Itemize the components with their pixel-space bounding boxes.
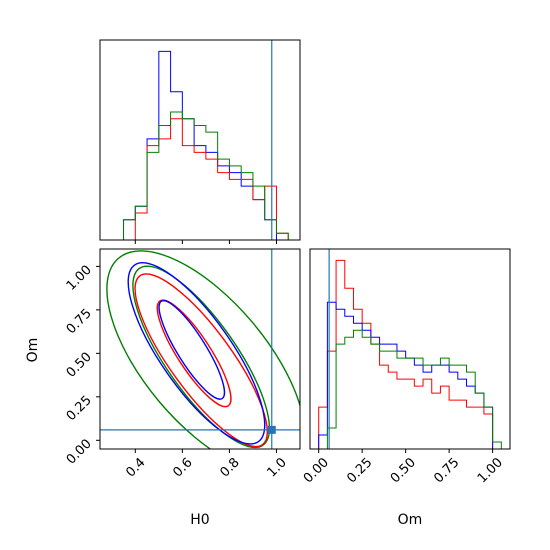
contour-lines [106,250,300,449]
contour-y-tick-label-3: 0.75 [64,306,95,337]
h0-om-contour-panel: 0.4 0.6 0.8 1.0 0.00 0.25 0.50 0.75 1.00 [64,248,301,480]
om-hist-series-red [318,259,502,450]
contour-blue-level-1 [127,262,266,445]
om-hist-x-tick-label-1: 0.25 [344,455,375,486]
h0-marginal-histogram [99,39,301,244]
contour-x-tick-label-1: 0.6 [170,455,195,480]
contour-y-tick-label-0: 0.00 [64,437,95,468]
contour-red-level-0 [156,299,232,408]
h0-hist-series-red [123,118,289,241]
contour-truth-marker [267,425,276,434]
contour-y-tick-label-1: 0.25 [64,393,95,424]
x-axis-label-om: Om [398,512,423,528]
contour-green-level-1 [106,250,300,449]
contour-x-tick-label-2: 0.8 [217,455,242,480]
contour-x-tick-label-0: 0.4 [123,455,148,480]
om-hist-frame [309,248,511,450]
contour-y-tick-label-4: 1.00 [64,263,95,294]
h0-hist-frame [99,39,301,241]
om-hist-x-tick-label-2: 0.50 [388,455,419,486]
contour-frame [99,248,301,450]
contour-y-tick-label-2: 0.50 [64,350,95,381]
h0-hist-series-green [123,111,289,240]
om-hist-x-tick-label-0: 0.00 [301,455,332,486]
om-hist-x-tick-label-3: 0.75 [431,455,462,486]
contour-x-tick-label-3: 1.0 [265,455,290,480]
x-axis-label-h0: H0 [190,512,209,528]
om-hist-x-tick-label-4: 1.00 [475,455,506,486]
om-marginal-histogram: 0.00 0.25 0.50 0.75 1.00 [301,248,511,486]
contour-red-level-1 [134,273,269,448]
contour-blue-level-0 [158,299,226,400]
y-axis-label-om: Om [25,338,41,363]
om-hist-series-green [318,329,502,450]
om-hist-series-blue [318,301,502,450]
